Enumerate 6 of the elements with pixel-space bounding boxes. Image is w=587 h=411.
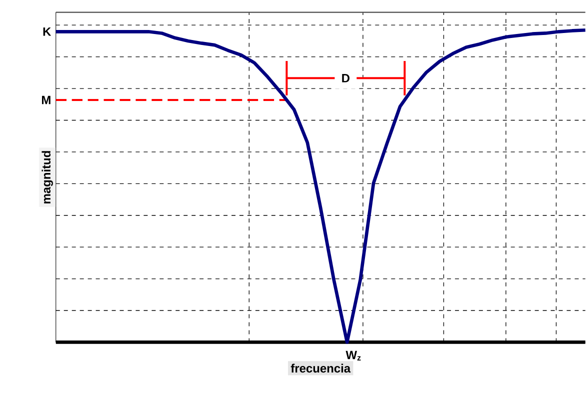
x-axis-title: frecuencia: [290, 364, 351, 373]
ref-line-label: M: [42, 96, 50, 104]
y-axis-title: magnitud: [42, 151, 53, 204]
annotation: D: [342, 74, 350, 82]
text: K: [43, 28, 52, 36]
text: W$_{z}$: [346, 350, 361, 360]
